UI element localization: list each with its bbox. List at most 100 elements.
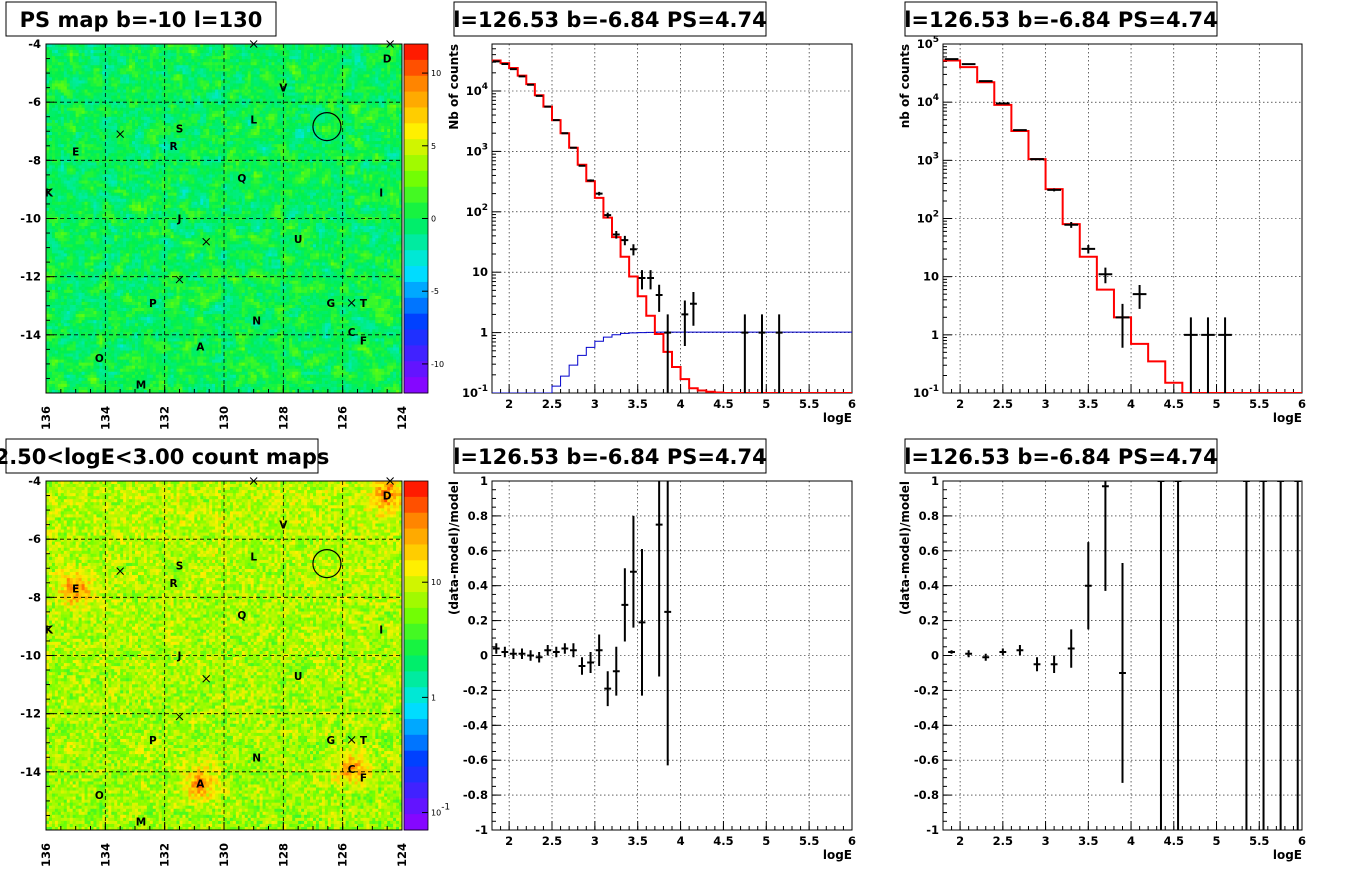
heatmap-cell: [224, 125, 228, 130]
heatmap-cell: [321, 141, 326, 145]
heatmap-cell: [179, 98, 183, 103]
heatmap-cell: [342, 53, 347, 57]
heatmap-cell: [179, 116, 183, 121]
heatmap-cell: [277, 92, 281, 96]
heatmap-cell: [48, 47, 53, 51]
heatmap-cell: [137, 62, 142, 66]
heatmap-cell: [250, 47, 255, 51]
heatmap-cell: [191, 56, 195, 60]
heatmap-cell: [81, 86, 85, 90]
heatmap-cell: [182, 56, 186, 60]
heatmap-cell: [333, 128, 338, 133]
heatmap-cell: [90, 125, 94, 130]
heatmap-cell: [224, 44, 228, 48]
heatmap-cell: [256, 162, 260, 166]
heatmap-cell: [295, 162, 299, 166]
heatmap-cell: [137, 92, 142, 96]
heatmap-cell: [158, 113, 163, 118]
heatmap-cell: [238, 165, 243, 169]
heatmap-cell: [259, 132, 263, 136]
heatmap-cell: [396, 95, 400, 100]
heatmap-cell: [93, 95, 97, 100]
heatmap-cell: [378, 71, 382, 75]
heatmap-cell: [304, 153, 308, 157]
heatmap-cell: [114, 50, 118, 54]
heatmap-cell: [268, 89, 272, 93]
heatmap-cell: [84, 107, 88, 112]
heatmap-cell: [357, 44, 361, 48]
heatmap-cell: [102, 56, 106, 60]
heatmap-cell: [161, 125, 166, 130]
heatmap-cell: [348, 77, 352, 81]
heatmap-cell: [179, 119, 183, 124]
heatmap-cell: [63, 92, 68, 96]
heatmap-cell: [185, 122, 189, 127]
heatmap-cell: [105, 153, 109, 157]
heatmap-cell: [357, 56, 361, 60]
heatmap-cell: [390, 92, 394, 96]
heatmap-cell: [173, 119, 177, 124]
heatmap-cell: [333, 107, 338, 112]
heatmap-cell: [247, 71, 252, 75]
heatmap-cell: [330, 141, 335, 145]
heatmap-cell: [120, 144, 124, 148]
heatmap-cell: [351, 125, 355, 130]
heatmap-cell: [215, 65, 219, 69]
heatmap-cell: [137, 104, 142, 109]
heatmap-cell: [120, 101, 124, 106]
heatmap-cell: [378, 68, 382, 72]
heatmap-cell: [75, 92, 80, 96]
heatmap-cell: [215, 153, 219, 157]
heatmap-cell: [182, 159, 186, 163]
heatmap-cell: [354, 125, 358, 130]
heatmap-cell: [244, 62, 249, 66]
heatmap-cell: [129, 62, 133, 66]
heatmap-cell: [286, 59, 290, 63]
heatmap-cell: [215, 86, 219, 90]
heatmap-cell: [357, 86, 361, 90]
heatmap-cell: [348, 74, 352, 78]
heatmap-cell: [295, 128, 299, 133]
heatmap-cell: [321, 71, 326, 75]
heatmap-cell: [226, 168, 231, 172]
heatmap-cell: [224, 89, 228, 93]
heatmap-cell: [354, 165, 358, 169]
heatmap-cell: [348, 162, 352, 166]
heatmap-cell: [310, 95, 314, 100]
heatmap-cell: [120, 62, 124, 66]
heatmap-cell: [126, 65, 130, 69]
heatmap-cell: [206, 122, 210, 127]
heatmap-cell: [238, 65, 243, 69]
heatmap-cell: [399, 65, 403, 69]
heatmap-cell: [250, 50, 255, 54]
heatmap-cell: [393, 50, 397, 54]
heatmap-cell: [387, 138, 391, 142]
heatmap-cell: [310, 125, 314, 130]
heatmap-cell: [75, 119, 80, 124]
heatmap-cell: [206, 59, 210, 63]
heatmap-cell: [81, 74, 85, 78]
heatmap-cell: [99, 62, 103, 66]
heatmap-cell: [369, 89, 373, 93]
heatmap-cell: [286, 122, 290, 127]
heatmap-cell: [298, 113, 302, 118]
heatmap-cell: [393, 65, 397, 69]
heatmap-cell: [161, 119, 166, 124]
heatmap-cell: [226, 104, 231, 109]
heatmap-cell: [69, 144, 74, 148]
heatmap-cell: [173, 110, 177, 115]
heatmap-cell: [259, 56, 263, 60]
heatmap-cell: [345, 50, 349, 54]
heatmap-cell: [149, 71, 154, 75]
heatmap-cell: [390, 47, 394, 51]
heatmap-cell: [203, 110, 207, 115]
heatmap-cell: [336, 71, 341, 75]
heatmap-cell: [170, 104, 174, 109]
heatmap-cell: [301, 138, 305, 142]
heatmap-cell: [280, 135, 284, 139]
heatmap-cell: [247, 44, 252, 48]
heatmap-cell: [81, 53, 85, 57]
heatmap-cell: [384, 147, 388, 151]
heatmap-cell: [244, 110, 249, 115]
heatmap-cell: [232, 62, 237, 66]
